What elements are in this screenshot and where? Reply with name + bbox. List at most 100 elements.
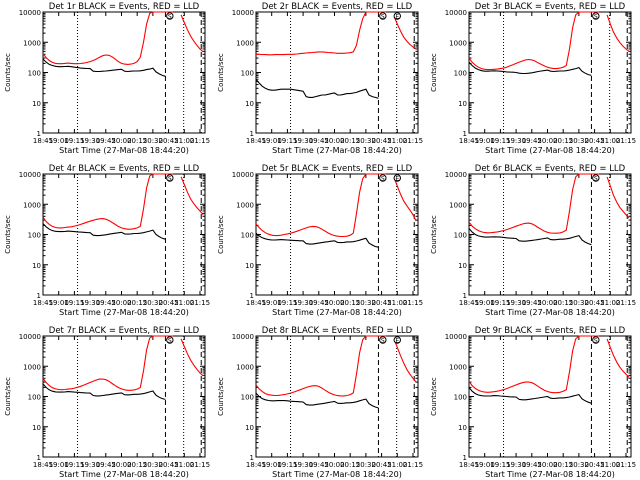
- panel-det-1: Det 1r BLACK = Events, RED = LLD 1 10 100 10…: [4, 2, 210, 155]
- x-tick-label: 19:15: [490, 299, 510, 307]
- y-tick-label: 10: [245, 100, 254, 108]
- x-tick-label: 20:00: [537, 137, 557, 145]
- x-tick-label: 21:00: [387, 299, 407, 307]
- series-line-lld: [42, 335, 173, 391]
- panel-det-5: Det 5r BLACK = Events, RED = LLD 1 10 100 10…: [217, 164, 423, 317]
- marker-label: S: [168, 176, 172, 183]
- x-tick-label: 20:30: [569, 461, 589, 469]
- x-tick-label: 19:30: [506, 137, 526, 145]
- x-tick-label: 21:15: [403, 137, 423, 145]
- x-tick-label: 20:30: [143, 461, 163, 469]
- series-line-lld: [255, 173, 386, 238]
- y-tick-label: 1000: [236, 201, 254, 209]
- x-tick-label: 19:15: [490, 461, 510, 469]
- series-line-events: [255, 78, 379, 99]
- y-tick-label: 10: [458, 100, 467, 108]
- series-line-lld-post-gap: [180, 14, 204, 53]
- x-tick-label: 21:15: [616, 461, 636, 469]
- series-line-lld: [42, 173, 173, 230]
- panel-title: Det 2r BLACK = Events, RED = LLD: [262, 2, 413, 12]
- series-line-lld: [42, 11, 173, 65]
- x-tick-label: 21:00: [600, 299, 620, 307]
- series-line-lld: [255, 335, 386, 397]
- y-tick-label: 10000: [445, 171, 467, 179]
- y-tick-label: 10000: [232, 9, 254, 17]
- y-tick-label: 1: [37, 292, 41, 300]
- x-tick-label: 19:15: [277, 137, 297, 145]
- y-tick-label: 10000: [19, 333, 41, 341]
- x-tick-label: 18:45: [33, 461, 53, 469]
- y-tick-label: 10000: [445, 9, 467, 17]
- y-tick-label: 1: [37, 454, 41, 462]
- x-tick-label: 19:30: [80, 299, 100, 307]
- x-tick-label: 19:45: [522, 299, 542, 307]
- x-tick-label: 20:15: [340, 461, 360, 469]
- marker-label: S: [381, 338, 385, 345]
- series-line-events: [468, 387, 592, 404]
- panel-det-3: Det 3r BLACK = Events, RED = LLD 1 10 100 10…: [430, 2, 636, 155]
- y-tick-label: 10: [32, 100, 41, 108]
- x-axis-label: Start Time (27-Mar-08 18:44:20): [272, 308, 402, 317]
- y-tick-label: 10000: [19, 171, 41, 179]
- x-tick-label: 19:00: [49, 299, 69, 307]
- x-tick-label: 20:30: [356, 137, 376, 145]
- y-tick-label: 100: [454, 394, 467, 402]
- x-axis-label: Start Time (27-Mar-08 18:44:20): [272, 470, 402, 479]
- x-tick-label: 20:45: [584, 461, 604, 469]
- panel-title: Det 6r BLACK = Events, RED = LLD: [475, 164, 626, 174]
- series-line-events: [42, 383, 166, 400]
- x-tick-label: 20:15: [553, 461, 573, 469]
- x-tick-label: 18:45: [246, 299, 266, 307]
- x-tick-label: 19:30: [80, 137, 100, 145]
- series-line-lld-post-gap: [606, 176, 630, 219]
- x-tick-label: 19:45: [96, 461, 116, 469]
- x-tick-label: 20:30: [569, 299, 589, 307]
- marker-label: S: [594, 14, 598, 21]
- series-line-lld-post-gap: [393, 177, 417, 222]
- plot-frame: [42, 11, 206, 134]
- x-tick-label: 19:30: [80, 461, 100, 469]
- panel-title: Det 3r BLACK = Events, RED = LLD: [475, 2, 626, 12]
- plot-frame: [468, 11, 632, 134]
- y-tick-label: 10: [32, 262, 41, 270]
- x-tick-label: 19:00: [475, 137, 495, 145]
- panel-title: Det 5r BLACK = Events, RED = LLD: [262, 164, 413, 174]
- x-tick-label: 21:15: [616, 299, 636, 307]
- marker-circle: [592, 336, 600, 344]
- x-tick-label: 19:45: [309, 299, 329, 307]
- x-tick-label: 20:00: [324, 299, 344, 307]
- panel-det-2: Det 2r BLACK = Events, RED = LLD 1 10 100 10…: [217, 2, 423, 155]
- x-axis-label: Start Time (27-Mar-08 18:44:20): [485, 308, 615, 317]
- x-tick-label: 21:15: [190, 461, 210, 469]
- marker-circle: [592, 12, 600, 20]
- x-tick-label: 20:45: [158, 137, 178, 145]
- series-line-events: [255, 232, 379, 248]
- y-axis-label: Counts/sec: [430, 215, 438, 254]
- series-line-lld-post-gap: [393, 16, 417, 50]
- y-tick-label: 100: [454, 232, 467, 240]
- x-tick-label: 20:00: [324, 137, 344, 145]
- marker-label: S: [168, 338, 172, 345]
- x-tick-label: 19:00: [475, 461, 495, 469]
- x-tick-label: 19:00: [475, 299, 495, 307]
- plot-frame: [468, 335, 632, 458]
- marker-circle: [393, 12, 401, 20]
- marker-label: S: [168, 14, 172, 21]
- x-tick-label: 20:45: [158, 461, 178, 469]
- x-tick-label: 18:45: [459, 461, 479, 469]
- x-tick-label: 20:45: [584, 299, 604, 307]
- y-tick-label: 100: [241, 70, 254, 78]
- x-tick-label: 20:00: [111, 299, 131, 307]
- y-tick-label: 1: [463, 130, 467, 138]
- series-line-lld-post-gap: [180, 176, 204, 216]
- y-tick-label: 1: [463, 292, 467, 300]
- x-tick-label: 21:00: [174, 461, 194, 469]
- marker-label: S: [381, 176, 385, 183]
- x-tick-label: 19:00: [49, 461, 69, 469]
- y-tick-label: 10: [245, 262, 254, 270]
- x-tick-label: 18:45: [246, 137, 266, 145]
- x-tick-label: 21:00: [600, 137, 620, 145]
- x-tick-label: 20:30: [143, 137, 163, 145]
- x-tick-label: 20:45: [371, 299, 391, 307]
- marker-circle: [166, 174, 174, 182]
